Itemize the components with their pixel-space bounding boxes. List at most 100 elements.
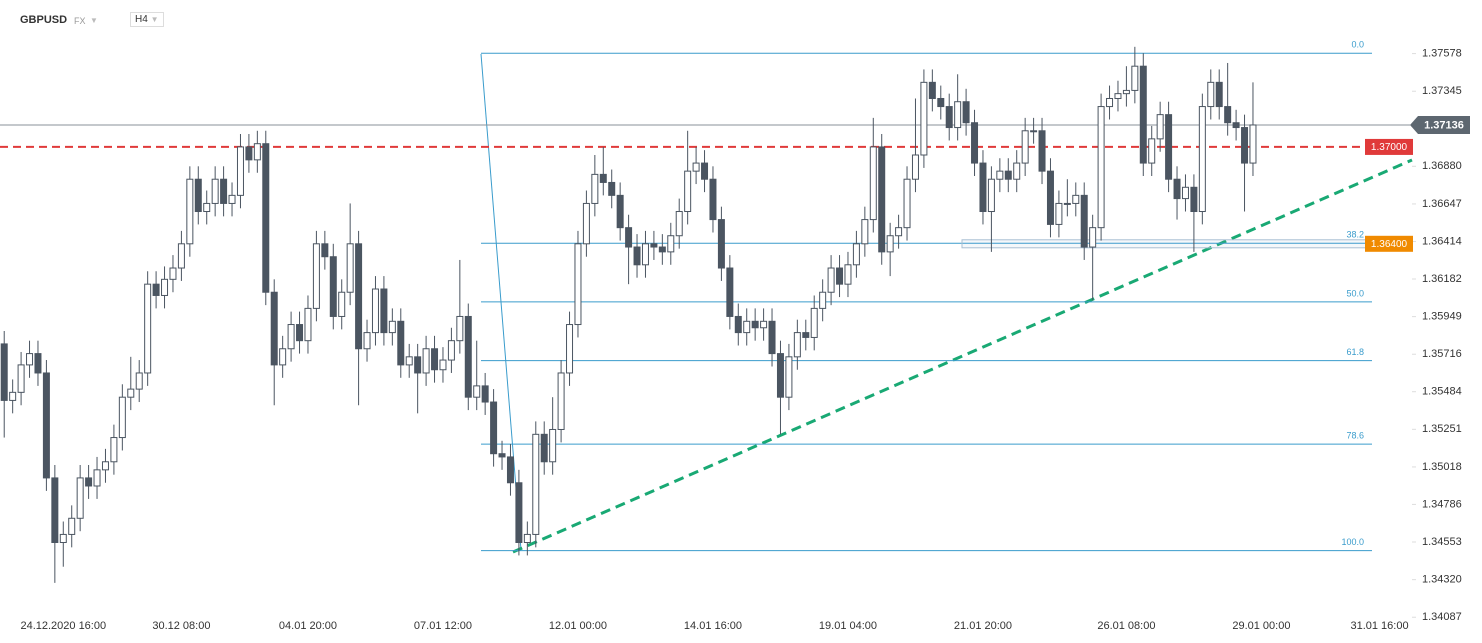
candle-body <box>861 219 869 245</box>
candle-body <box>194 178 202 213</box>
candle-body <box>819 291 827 309</box>
y-tick-label: 1.35949 <box>1422 311 1462 323</box>
candle-body <box>1097 106 1105 229</box>
y-tick-label: 1.34553 <box>1422 536 1462 548</box>
candle-body <box>1004 170 1012 180</box>
candle-body <box>810 307 818 338</box>
candle-body <box>490 401 498 455</box>
symbol[interactable]: GBPUSD <box>20 14 68 26</box>
candle-body <box>760 320 768 329</box>
candle-body <box>692 162 700 172</box>
candle-body <box>363 332 371 350</box>
candle-body <box>1013 162 1021 180</box>
candle-body <box>262 143 270 293</box>
candle-body <box>1106 97 1114 108</box>
fib-label: 100.0 <box>1341 537 1364 547</box>
candle-body <box>93 469 101 487</box>
candle-body <box>68 517 76 535</box>
fib-label: 78.6 <box>1346 431 1364 441</box>
candle-body <box>346 243 354 293</box>
current-price-tag: 1.37136 <box>1410 115 1470 134</box>
candle-body <box>785 356 793 398</box>
candle-body <box>945 106 953 129</box>
fib-label: 61.8 <box>1346 347 1364 357</box>
timeframe[interactable]: H4 ▼ <box>130 12 164 27</box>
candle-body <box>1038 130 1046 172</box>
candle-body <box>51 477 59 543</box>
fib-label: 38.2 <box>1346 230 1364 240</box>
candle-body <box>464 315 472 398</box>
candle-body <box>844 264 852 285</box>
x-tick-label: 26.01 08:00 <box>1097 620 1155 632</box>
candle-body <box>447 340 455 361</box>
candle-body <box>996 170 1004 180</box>
level-tag <box>1365 235 1413 252</box>
candle-body <box>574 243 582 326</box>
candle-body <box>355 243 363 350</box>
candle-body <box>557 372 565 430</box>
fib-label: 0.0 <box>1351 40 1364 50</box>
candle-body <box>1122 89 1130 95</box>
candle-body <box>59 533 67 543</box>
y-tick-label: 1.34786 <box>1422 498 1462 510</box>
level-tag-label: 1.36400 <box>1371 239 1408 250</box>
candle-body <box>312 243 320 309</box>
x-tick-label: 24.12.2020 16:00 <box>20 620 106 632</box>
candle-body <box>338 291 346 317</box>
candle-body <box>9 391 17 401</box>
candle-body <box>481 385 489 403</box>
candle-body <box>1046 170 1054 225</box>
level-zone <box>961 239 1373 249</box>
trend-line <box>512 158 1413 554</box>
candle-body <box>473 385 481 398</box>
candle-body <box>768 320 776 355</box>
candle-body <box>658 246 666 253</box>
y-tick-label: 1.36414 <box>1422 235 1462 247</box>
candle-body <box>0 343 8 401</box>
candle-body <box>793 332 801 358</box>
y-tick-label: 1.36880 <box>1422 160 1462 172</box>
candle-body <box>675 211 683 237</box>
candle-body <box>911 154 919 180</box>
candle-body <box>886 235 894 253</box>
candle-body <box>397 320 405 366</box>
candle-body <box>895 227 903 237</box>
y-tick-label: 1.35484 <box>1422 386 1462 398</box>
candle-body <box>236 146 244 196</box>
candle-body <box>1148 138 1156 164</box>
candle-body <box>1030 130 1038 133</box>
candle-body <box>920 81 928 156</box>
candle-body <box>144 283 152 374</box>
candle-body <box>1165 114 1173 180</box>
candle-body <box>135 372 143 390</box>
candle-body <box>118 396 126 439</box>
timeframe-label: H4 <box>135 14 148 25</box>
y-tick-label: 1.34087 <box>1422 611 1462 623</box>
candle-body <box>717 219 725 269</box>
candle-body <box>523 533 531 543</box>
candle-body <box>321 243 329 258</box>
candle-body <box>954 101 962 129</box>
market[interactable]: FX <box>74 16 86 26</box>
fib-label: 50.0 <box>1346 288 1364 298</box>
candle-body <box>26 353 34 366</box>
candle-body <box>532 433 540 535</box>
candle-body <box>220 178 228 204</box>
candle-body <box>515 482 523 543</box>
candle-body <box>684 170 692 213</box>
candle-body <box>650 243 658 248</box>
candle-body <box>726 267 734 317</box>
candle-body <box>751 320 759 329</box>
candle-body <box>549 428 557 463</box>
x-tick-label: 29.01 00:00 <box>1232 620 1290 632</box>
candle-body <box>456 315 464 342</box>
candle-body <box>540 433 548 463</box>
candle-body <box>566 324 574 374</box>
candle-body <box>304 307 312 342</box>
candle-body <box>701 162 709 180</box>
candle-body <box>928 81 936 99</box>
market-dropdown[interactable]: ▼ <box>90 16 98 25</box>
candle-body <box>979 162 987 213</box>
candle-body <box>1173 178 1181 200</box>
candle-body <box>101 461 109 471</box>
